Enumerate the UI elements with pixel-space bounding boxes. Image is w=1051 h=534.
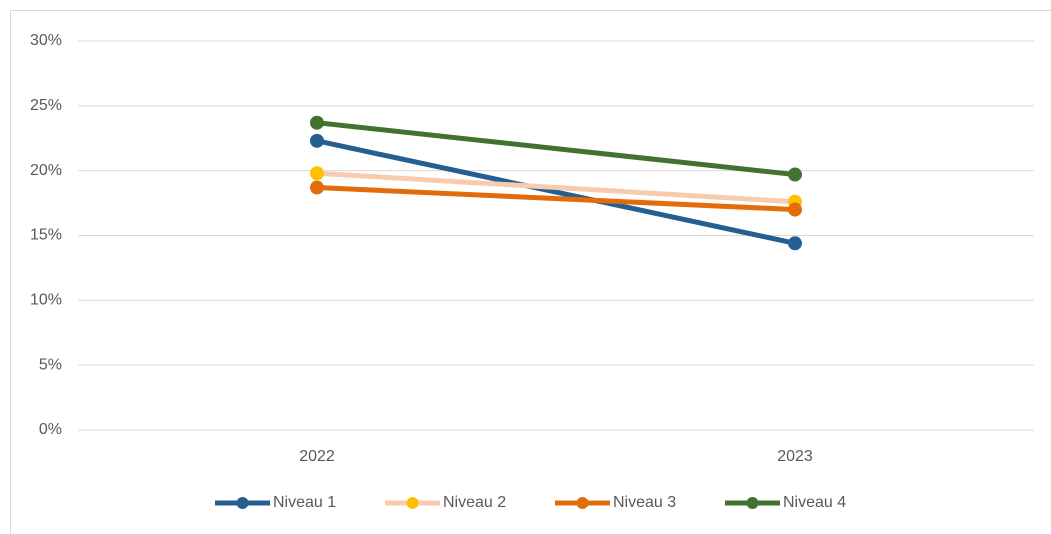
y-tick-label: 20%	[30, 162, 62, 179]
x-tick-label: 2023	[777, 448, 813, 465]
series-line	[314, 185, 798, 213]
y-tick-label: 15%	[30, 227, 62, 244]
chart-border	[10, 10, 1051, 534]
legend-marker	[406, 497, 419, 509]
legend-label: Niveau 3	[613, 494, 676, 511]
point	[788, 167, 802, 182]
legend-marker	[746, 497, 759, 509]
series-line	[314, 120, 798, 178]
y-tick-label: 0%	[39, 421, 62, 438]
series-line	[314, 138, 798, 246]
point	[310, 115, 324, 130]
point	[788, 202, 802, 217]
y-tick-label: 10%	[30, 292, 62, 309]
legend-marker	[576, 497, 589, 509]
point	[788, 236, 802, 251]
y-tick-label: 25%	[30, 97, 62, 114]
legend-label: Niveau 4	[783, 494, 846, 511]
point	[310, 166, 324, 181]
point	[310, 133, 324, 148]
legend-marker	[236, 497, 249, 509]
y-tick-label: 30%	[30, 32, 62, 49]
y-tick-label: 5%	[39, 356, 62, 373]
series-line	[314, 170, 798, 205]
point	[310, 180, 324, 195]
legend-label: Niveau 1	[273, 494, 336, 511]
legend-label: Niveau 2	[443, 494, 506, 511]
x-tick-label: 2022	[299, 448, 335, 465]
